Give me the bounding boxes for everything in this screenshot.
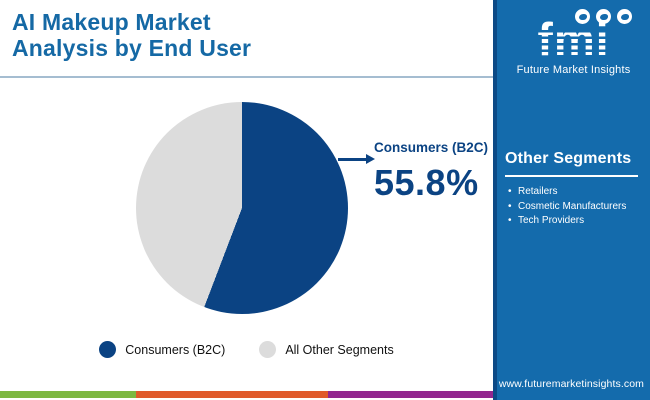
fmi-brand-text: fmi xyxy=(537,13,610,65)
page-title: AI Makeup Market Analysis by End User xyxy=(12,9,251,61)
footer-stripe xyxy=(0,391,493,398)
other-segments-panel: Other Segments Retailers Cosmetic Manufa… xyxy=(497,150,650,230)
legend-dot-consumers xyxy=(99,341,117,358)
stripe-green xyxy=(0,391,136,398)
pie-chart xyxy=(136,102,348,314)
fmi-subtitle: Future Market Insights xyxy=(516,64,631,76)
stripe-purple xyxy=(328,391,493,398)
heading-underline xyxy=(505,175,638,177)
legend-label-other: All Other Segments xyxy=(285,342,394,357)
legend-item-other: All Other Segments xyxy=(259,341,394,358)
callout-label: Consumers (B2C) xyxy=(374,140,489,155)
sidebar: fmi Future Market Insights Other Segment… xyxy=(493,0,650,400)
legend-label-consumers: Consumers (B2C) xyxy=(125,342,226,357)
legend-item-consumers: Consumers (B2C) xyxy=(99,341,225,358)
map-icon xyxy=(575,9,590,24)
list-item-cosmetic-manufacturers: Cosmetic Manufacturers xyxy=(505,201,642,214)
callout-value: 55.8% xyxy=(374,162,479,203)
website-link[interactable]: www.futuremarketinsights.com xyxy=(498,378,644,390)
other-segments-list: Retailers Cosmetic Manufacturers Tech Pr… xyxy=(505,186,642,228)
header-divider xyxy=(0,76,493,78)
fmi-logo: fmi Future Market Insights xyxy=(497,6,650,80)
legend-dot-other xyxy=(259,341,277,358)
list-item-retailers: Retailers xyxy=(505,186,642,199)
stripe-orange xyxy=(136,391,328,398)
page-title-line1: AI Makeup Market xyxy=(12,9,211,35)
callout-arrow-icon xyxy=(338,154,375,163)
page-title-line2: Analysis by End User xyxy=(12,35,252,61)
globe-icon xyxy=(617,9,632,24)
logo-icons xyxy=(575,9,632,24)
landmark-icon xyxy=(596,9,611,24)
other-segments-heading: Other Segments xyxy=(505,150,632,167)
list-item-tech-providers: Tech Providers xyxy=(505,215,642,228)
chart-legend: Consumers (B2C) All Other Segments xyxy=(0,341,493,358)
